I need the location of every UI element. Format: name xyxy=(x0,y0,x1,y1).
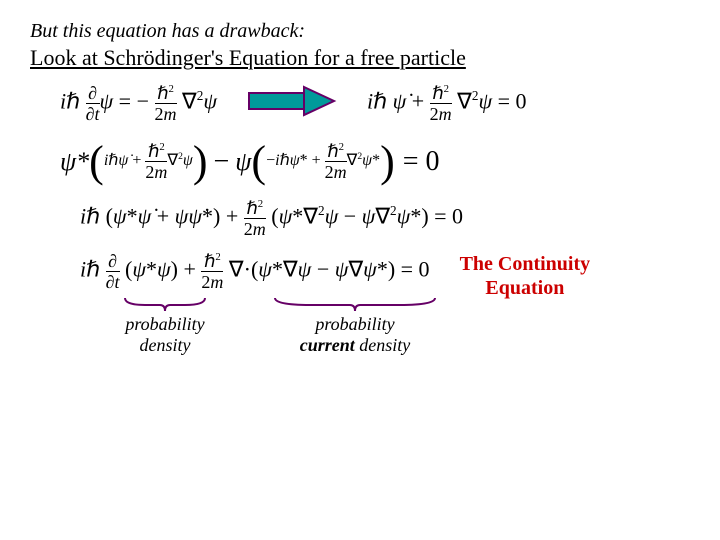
equation-row-1: iℏ ∂∂tψ = − ℏ22m ∇2ψ iℏ ψ̇ + ℏ22m ∇2ψ = … xyxy=(60,83,690,124)
bracketed-difference-row: ψ* ( iℏψ̇ + ℏ22m∇2ψ ) − ψ ( −iℏψ̇* + ℏ22… xyxy=(60,142,690,181)
continuity-equation-row: iℏ ∂∂t (ψ*ψ) + ℏ22m ∇·(ψ*∇ψ − ψ∇ψ*) = 0 … xyxy=(80,252,690,300)
intro-underline-text: Look at Schrödinger's Equation for a fre… xyxy=(30,45,690,71)
psi-star-prefix: ψ* xyxy=(60,147,89,177)
psi-prefix: ψ xyxy=(235,147,251,177)
minus-separator: − xyxy=(213,146,229,178)
prob-current-label-2: current density xyxy=(300,335,411,356)
continuity-label-line-1: The Continuity xyxy=(460,253,591,275)
close-paren-1: ) xyxy=(193,144,208,179)
continuity-label-line-2: Equation xyxy=(485,277,564,299)
close-paren-2: ) xyxy=(380,144,395,179)
open-paren-2: ( xyxy=(251,144,266,179)
intro-italic-text: But this equation has a drawback: xyxy=(30,20,690,43)
implies-arrow-icon xyxy=(247,83,337,124)
prob-current-strong: current xyxy=(300,335,355,355)
curly-brace-icon xyxy=(270,296,440,314)
prob-current-tail: density xyxy=(355,335,411,355)
bracket-inner-2: −iℏψ̇* + ℏ22m∇2ψ* xyxy=(266,142,380,181)
prob-density-label-1: probability xyxy=(125,314,204,335)
prob-density-label-2: density xyxy=(140,335,191,356)
continuity-equation: iℏ ∂∂t (ψ*ψ) + ℏ22m ∇·(ψ*∇ψ − ψ∇ψ*) = 0 xyxy=(80,252,430,291)
curly-brace-icon xyxy=(120,296,210,314)
equals-zero-1: = 0 xyxy=(403,146,440,178)
probability-density-brace: probability density xyxy=(120,296,210,356)
bracket-inner-1: iℏψ̇ + ℏ22m∇2ψ xyxy=(104,142,193,181)
expanded-equation: iℏ (ψ*ψ̇ + ψψ̇*) + ℏ22m (ψ*∇2ψ − ψ∇2ψ*) … xyxy=(80,199,690,238)
open-paren-1: ( xyxy=(89,144,104,179)
continuity-label: The Continuity Equation xyxy=(460,252,591,300)
prob-current-label-1: probability xyxy=(315,314,394,335)
probability-current-brace: probability current density xyxy=(270,296,440,356)
schrodinger-rearranged: iℏ ψ̇ + ℏ22m ∇2ψ = 0 xyxy=(367,84,527,123)
brace-labels-row: probability density probability current … xyxy=(80,296,690,356)
schrodinger-time-dep: iℏ ∂∂tψ = − ℏ22m ∇2ψ xyxy=(60,84,217,123)
